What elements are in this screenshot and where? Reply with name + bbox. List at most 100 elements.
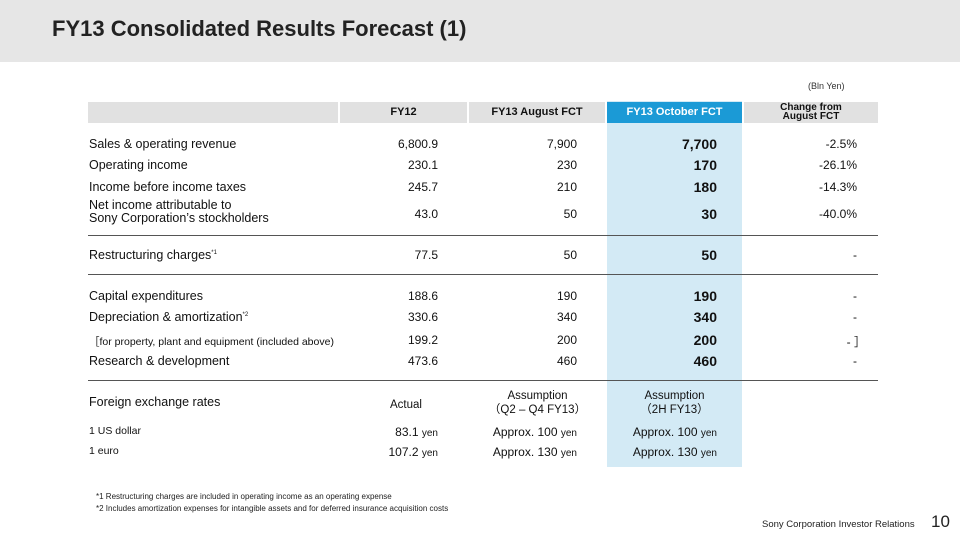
october-value: 50 <box>701 247 717 263</box>
fx-october-assumption: Assumption （2H FY13） <box>607 389 742 417</box>
row-label: Depreciation & amortization*2 <box>89 310 248 324</box>
row-label: Operating income <box>89 158 188 172</box>
change-value: - <box>853 310 857 324</box>
header-separator <box>742 102 744 123</box>
fy12-value: 473.6 <box>407 354 438 368</box>
august-value: 210 <box>556 180 577 194</box>
divider-line <box>88 380 878 381</box>
fx-actual-number: 107.2 <box>388 445 419 459</box>
october-forecast-highlight <box>607 101 742 467</box>
fx-october-value: Approx. 100 yen <box>633 425 717 439</box>
change-value: - <box>853 248 857 262</box>
fy12-value: 6,800.9 <box>397 137 438 151</box>
fy12-value: 43.0 <box>414 207 438 221</box>
october-header-background <box>607 102 742 123</box>
fx-august-line1: Assumption <box>507 390 568 402</box>
header-change-line2: August FCT <box>782 111 840 122</box>
fx-august-number: Approx. 100 <box>492 425 558 439</box>
fx-october-line1: Assumption <box>644 390 705 402</box>
august-value: 460 <box>556 354 577 368</box>
fx-actual-value: 107.2 yen <box>389 445 439 459</box>
footnote-marker: *1 <box>211 249 217 256</box>
divider-line <box>88 274 878 275</box>
header-change-line1: Change from <box>780 102 842 113</box>
fx-october-number: Approx. 130 <box>632 445 698 459</box>
unit-label: (Bln Yen) <box>808 81 845 91</box>
divider-line <box>88 235 878 236</box>
row-label: ［for property, plant and equipment (incl… <box>89 336 334 348</box>
fx-october-line2: （2H FY13） <box>640 404 709 416</box>
october-value: 340 <box>693 309 717 325</box>
fx-october-value: Approx. 130 yen <box>633 445 717 459</box>
yen-unit: yen <box>421 428 438 439</box>
change-value: - ］ <box>846 335 866 349</box>
fy12-value: 245.7 <box>407 180 438 194</box>
august-value: 50 <box>563 207 577 221</box>
header-october-fct: FY13 October FCT <box>626 106 723 118</box>
row-label: Income before income taxes <box>89 180 247 194</box>
fx-august-line2: （Q2 – Q4 FY13） <box>488 404 587 416</box>
row-label: Sales & operating revenue <box>89 137 237 151</box>
fy12-value: 330.6 <box>407 310 438 324</box>
row-label-text: Restructuring charges <box>89 248 212 262</box>
august-value: 200 <box>556 333 577 347</box>
row-label-line1: Net income attributable to <box>89 198 232 212</box>
fy12-value: 230.1 <box>407 158 438 172</box>
row-label-text: Depreciation & amortization <box>89 310 243 324</box>
change-value: - <box>853 354 857 368</box>
yen-unit: yen <box>421 448 438 459</box>
october-value: 170 <box>693 157 717 173</box>
page-number: 10 <box>931 512 950 531</box>
row-label: Capital expenditures <box>89 289 203 303</box>
fx-actual-label: Actual <box>390 399 422 411</box>
fx-august-number: Approx. 130 <box>492 445 558 459</box>
august-value: 50 <box>563 248 577 262</box>
header-separator <box>338 102 340 123</box>
fy12-value: 77.5 <box>414 248 438 262</box>
footer-company: Sony Corporation Investor Relations <box>762 519 915 530</box>
fx-actual-number: 83.1 <box>395 425 419 439</box>
fy12-value: 199.2 <box>407 333 438 347</box>
august-value: 190 <box>556 289 577 303</box>
fx-actual-value: 83.1 yen <box>395 425 438 439</box>
footnote-marker: *2 <box>242 311 249 318</box>
fx-currency-label: 1 US dollar <box>89 425 141 437</box>
header-separator <box>467 102 469 123</box>
change-value: -14.3% <box>818 180 857 194</box>
yen-unit: yen <box>560 448 577 459</box>
fx-august-value: Approx. 100 yen <box>493 425 577 439</box>
october-value: 7,700 <box>681 136 717 152</box>
yen-unit: yen <box>560 428 577 439</box>
october-value: 200 <box>693 332 717 348</box>
yen-unit: yen <box>700 448 717 459</box>
august-value: 340 <box>556 310 577 324</box>
fx-august-value: Approx. 130 yen <box>493 445 577 459</box>
header-august-fct: FY13 August FCT <box>491 106 583 118</box>
row-label-line2: Sony Corporation’s stockholders <box>89 211 269 225</box>
row-label: Research & development <box>89 354 230 368</box>
header-change: Change from August FCT <box>762 102 860 122</box>
title-bar <box>0 0 960 62</box>
october-value: 180 <box>693 179 717 195</box>
fx-label: Foreign exchange rates <box>89 395 221 409</box>
slide-title: FY13 Consolidated Results Forecast (1) <box>52 16 467 41</box>
header-fy12: FY12 <box>390 106 417 118</box>
footnote-1: *1 Restructuring charges are included in… <box>96 492 392 501</box>
fx-october-number: Approx. 100 <box>632 425 698 439</box>
footnote-2: *2 Includes amortization expenses for in… <box>96 504 449 513</box>
fx-currency-label: 1 euro <box>89 445 119 457</box>
header-separator <box>605 102 607 123</box>
row-label: Restructuring charges*1 <box>89 248 217 262</box>
october-value: 190 <box>693 288 717 304</box>
change-value: -2.5% <box>825 137 857 151</box>
fx-august-assumption: Assumption （Q2 – Q4 FY13） <box>470 389 605 417</box>
yen-unit: yen <box>700 428 717 439</box>
october-value: 460 <box>693 353 717 369</box>
change-value: -26.1% <box>818 158 857 172</box>
august-value: 230 <box>556 158 577 172</box>
change-value: - <box>853 289 857 303</box>
october-value: 30 <box>701 206 717 222</box>
fy12-value: 188.6 <box>407 289 438 303</box>
change-value: -40.0% <box>818 207 857 221</box>
row-label: Net income attributable to Sony Corporat… <box>89 199 269 225</box>
